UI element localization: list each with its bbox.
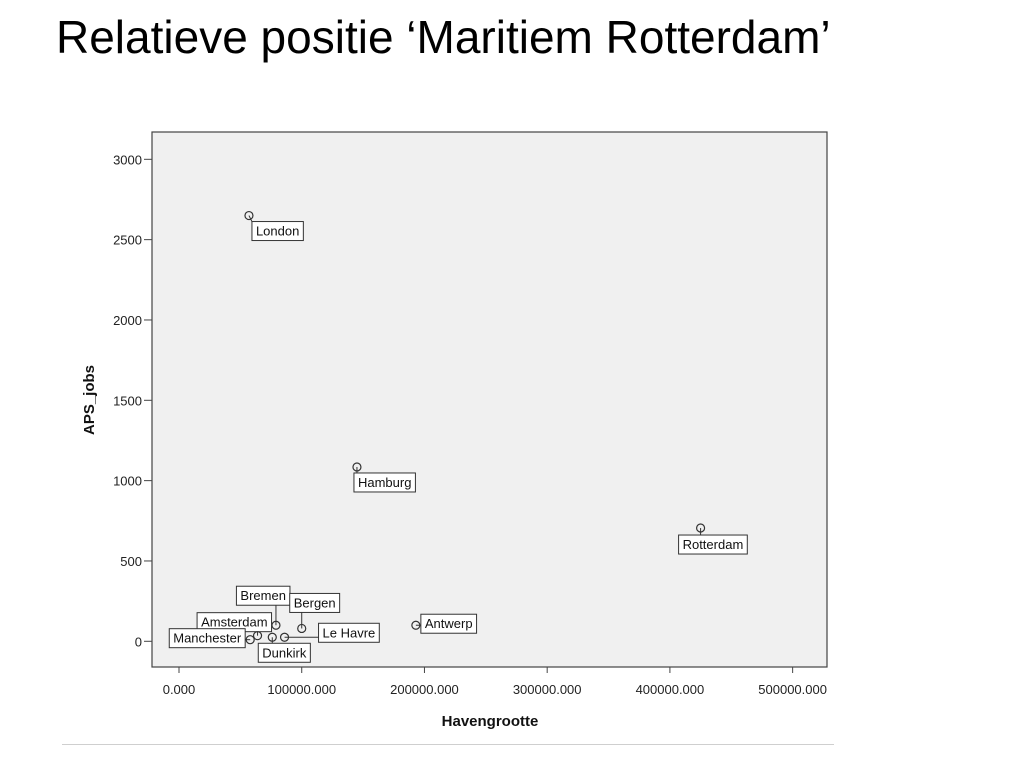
data-point: Bergen xyxy=(289,592,341,634)
x-tick-label: 500000.000 xyxy=(758,682,827,697)
point-label: Bremen xyxy=(240,588,286,603)
point-marker xyxy=(352,462,362,472)
y-tick-label: 1000 xyxy=(113,474,142,489)
data-point: Le Havre xyxy=(279,622,380,643)
data-point: Bremen xyxy=(235,585,291,630)
point-label: Amsterdam xyxy=(201,615,267,630)
x-tick-label: 200000.000 xyxy=(390,682,459,697)
label-box xyxy=(251,221,304,242)
point-label: Bergen xyxy=(294,595,336,610)
point-label: Antwerp xyxy=(425,616,473,631)
point-marker xyxy=(245,635,255,645)
y-tick-label: 1500 xyxy=(113,393,142,408)
data-point: Antwerp xyxy=(411,613,478,634)
x-axis: 0.000 100000.000 200000.000 300000.000 40000… xyxy=(163,667,827,697)
y-tick-label: 3000 xyxy=(113,152,142,167)
x-tick-label: 400000.000 xyxy=(636,682,705,697)
y-axis: 0 500 1000 1500 2000 2500 3000 xyxy=(113,152,152,649)
label-box xyxy=(318,622,380,643)
label-box xyxy=(289,592,341,613)
y-tick-label: 2500 xyxy=(113,233,142,248)
data-point: Manchester xyxy=(168,628,255,649)
point-label: Rotterdam xyxy=(683,537,744,552)
label-box xyxy=(420,613,478,634)
point-marker xyxy=(267,632,277,642)
x-tick-label: 100000.000 xyxy=(267,682,336,697)
point-marker xyxy=(244,210,254,221)
footer-divider xyxy=(62,744,834,745)
data-point: Dunkirk xyxy=(257,632,311,663)
point-marker xyxy=(252,631,263,641)
point-marker xyxy=(695,523,706,533)
slide-title: Relatieve positie ‘Maritiem Rotterdam’ xyxy=(56,11,831,63)
x-axis-title: Havengrootte xyxy=(442,713,539,730)
label-box xyxy=(168,628,246,649)
y-tick-label: 0 xyxy=(135,634,142,649)
data-point: Hamburg xyxy=(352,462,416,493)
data-point: London xyxy=(244,210,304,242)
point-marker xyxy=(279,632,290,642)
point-label: Dunkirk xyxy=(262,645,307,660)
y-tick-label: 500 xyxy=(120,554,142,569)
x-tick-label: 300000.000 xyxy=(513,682,582,697)
point-marker xyxy=(411,620,421,630)
data-point: Rotterdam xyxy=(678,523,748,555)
x-tick-label: 0.000 xyxy=(163,682,196,697)
label-leader-line xyxy=(248,215,253,222)
point-label: Le Havre xyxy=(323,625,376,640)
data-point: Amsterdam xyxy=(196,612,273,641)
point-label: Manchester xyxy=(173,631,242,646)
label-box xyxy=(257,642,311,663)
y-axis-title: APS_jobs xyxy=(81,365,98,435)
y-tick-label: 2000 xyxy=(113,313,142,328)
label-box xyxy=(678,534,748,555)
data-points: London Hamburg Rotterdam Antwerp Bremen Berge… xyxy=(168,210,748,663)
point-label: Hamburg xyxy=(358,475,411,490)
point-marker xyxy=(297,623,307,634)
point-label: London xyxy=(256,224,299,239)
label-box xyxy=(353,472,416,493)
